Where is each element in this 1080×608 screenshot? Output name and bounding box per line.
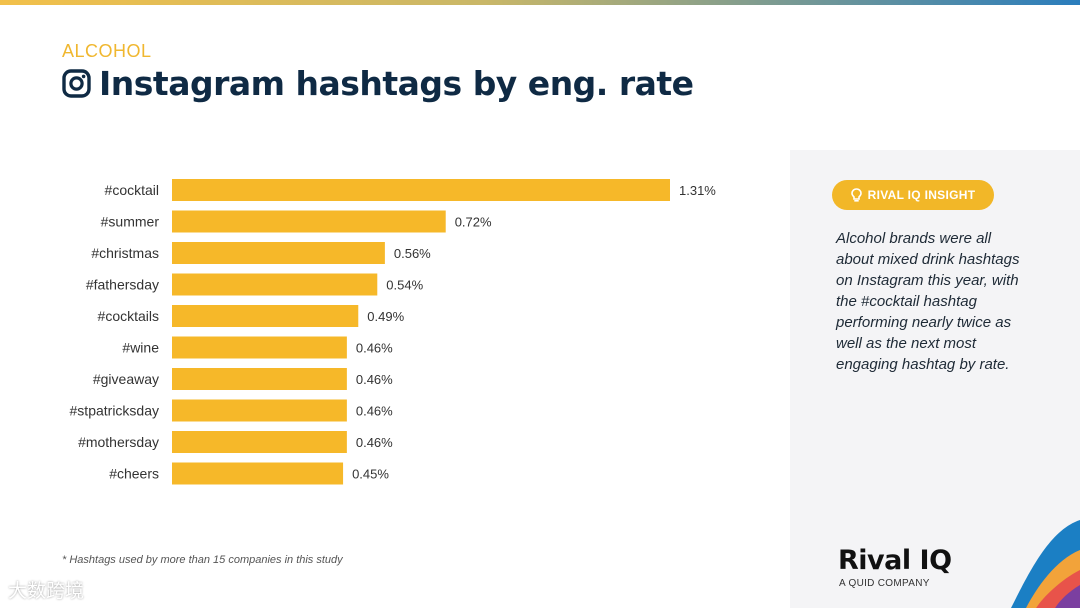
bar <box>172 462 344 485</box>
watermark: 大数跨境 <box>8 580 85 602</box>
insight-text: Alcohol brands were all about mixed drin… <box>836 230 1020 373</box>
bar <box>172 399 347 422</box>
bar <box>172 210 446 233</box>
bar <box>172 336 347 359</box>
category-label: #cocktail <box>105 182 159 198</box>
title-row: Instagram hashtags by eng. rate <box>62 64 694 103</box>
value-label: 0.46% <box>356 404 393 419</box>
footnote: * Hashtags used by more than 15 companie… <box>62 554 343 566</box>
value-label: 0.46% <box>356 341 393 356</box>
category-label: #stpatricksday <box>70 403 159 419</box>
category-label: ALCOHOL <box>62 41 152 61</box>
instagram-icon <box>62 69 91 98</box>
bar <box>172 431 347 453</box>
category-label: #cocktails <box>98 308 159 324</box>
value-label: 0.46% <box>356 372 393 387</box>
value-label: 0.45% <box>352 467 389 482</box>
logo-subtitle: A QUID COMPANY <box>839 578 930 589</box>
category-label: #christmas <box>91 245 159 261</box>
insight-badge: RIVAL IQ INSIGHT <box>832 180 994 210</box>
value-label: 0.46% <box>356 435 393 450</box>
rival-iq-logo: Rival IQ <box>838 545 952 576</box>
insight-badge-label: RIVAL IQ INSIGHT <box>867 188 976 202</box>
bar <box>172 179 670 201</box>
category-label: #fathersday <box>86 277 159 293</box>
category-label: #summer <box>101 214 160 230</box>
bar-chart: #cocktail 1.31% #summer 0.72% #christmas 0.56… <box>70 179 716 485</box>
category-label: #mothersday <box>78 434 159 450</box>
value-label: 0.54% <box>386 278 423 293</box>
bar <box>172 305 359 327</box>
bar <box>172 368 347 390</box>
decorative-waves <box>1011 520 1080 608</box>
category-label: #cheers <box>109 466 159 482</box>
page-title: Instagram hashtags by eng. rate <box>99 64 694 103</box>
category-label: #wine <box>122 340 159 356</box>
value-label: 1.31% <box>679 183 716 198</box>
category-label: #giveaway <box>93 371 159 387</box>
value-label: 0.49% <box>367 309 404 324</box>
value-label: 0.72% <box>455 215 492 230</box>
value-label: 0.56% <box>394 246 431 261</box>
lightbulb-icon <box>850 187 862 202</box>
bar <box>172 273 378 296</box>
insight-panel: RIVAL IQ INSIGHT Alcohol brands were all… <box>790 150 1080 608</box>
top-accent-bar <box>0 0 1080 5</box>
bar <box>172 242 385 264</box>
